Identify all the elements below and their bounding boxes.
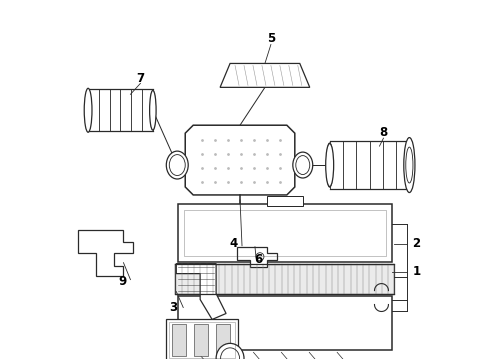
Ellipse shape — [216, 343, 244, 360]
Bar — [178, 204, 392, 262]
Ellipse shape — [406, 143, 413, 187]
Text: 6: 6 — [254, 253, 262, 266]
Text: 1: 1 — [412, 265, 420, 278]
Ellipse shape — [404, 138, 415, 193]
Bar — [172, 324, 186, 356]
Text: 4: 4 — [230, 237, 238, 250]
Bar — [166, 319, 238, 360]
Bar — [178, 296, 392, 350]
Bar — [88, 89, 153, 131]
Bar — [267, 196, 303, 206]
Bar — [184, 210, 386, 256]
Bar — [330, 141, 409, 189]
Text: 5: 5 — [267, 32, 275, 45]
Bar — [194, 324, 208, 356]
Text: 7: 7 — [136, 72, 145, 85]
Polygon shape — [220, 63, 310, 87]
Polygon shape — [185, 125, 295, 195]
Polygon shape — [237, 247, 277, 267]
Ellipse shape — [326, 143, 333, 187]
Text: 3: 3 — [169, 301, 177, 314]
Bar — [175, 264, 394, 293]
Text: 8: 8 — [379, 126, 388, 139]
Ellipse shape — [86, 91, 91, 130]
Bar — [169, 323, 235, 358]
Ellipse shape — [149, 90, 156, 130]
Text: 2: 2 — [412, 237, 420, 250]
Text: 9: 9 — [119, 275, 126, 288]
Ellipse shape — [166, 151, 188, 179]
Ellipse shape — [150, 91, 155, 130]
Polygon shape — [176, 264, 226, 319]
Polygon shape — [77, 230, 133, 276]
Ellipse shape — [84, 88, 92, 132]
Ellipse shape — [326, 144, 334, 186]
Bar — [216, 324, 230, 356]
Ellipse shape — [293, 152, 313, 178]
